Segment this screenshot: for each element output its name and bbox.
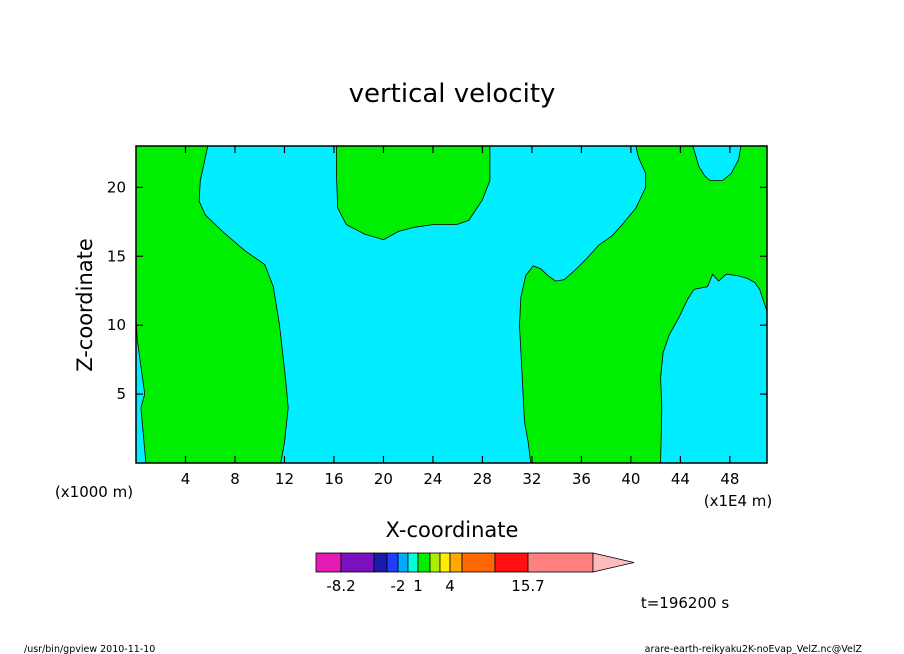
y-tick-label: 10 <box>107 316 126 334</box>
x-scale-note: (x1000 m) <box>55 483 133 501</box>
colorbar-label: -2 <box>391 577 406 595</box>
time-label: t=196200 s <box>641 594 729 612</box>
x-scale-note-right: (x1E4 m) <box>704 492 773 510</box>
colorbar-segment <box>373 552 388 573</box>
colorbar-segment <box>386 552 399 573</box>
x-tick-label: 32 <box>522 470 541 488</box>
x-tick-label: 4 <box>181 470 191 488</box>
x-ticks: 4 8 12 16 20 24 28 32 36 40 44 48 <box>181 146 739 488</box>
x-tick-label: 20 <box>374 470 393 488</box>
contour-region-3 <box>519 145 768 464</box>
colorbar-segment <box>449 552 463 573</box>
colorbar-segment <box>461 552 496 573</box>
x-tick-label: 12 <box>275 470 294 488</box>
contour-region-1 <box>135 145 289 464</box>
contour-regions <box>135 145 768 464</box>
colorbar-segment <box>315 552 342 573</box>
y-ticks: 5 10 15 20 <box>107 178 767 403</box>
colorbar-segment <box>397 552 409 573</box>
colorbar-labels: -8.2 -2 1 4 15.7 <box>326 577 544 595</box>
x-tick-label: 40 <box>621 470 640 488</box>
footer-left: /usr/bin/gpview 2010-11-10 <box>24 644 155 654</box>
x-tick-label: 48 <box>720 470 739 488</box>
x-axis-label: X-coordinate <box>386 518 519 542</box>
colorbar-segment <box>417 552 431 573</box>
y-tick-label: 15 <box>107 247 126 265</box>
colorbar-label: 1 <box>413 577 423 595</box>
colorbar-segment <box>340 552 375 573</box>
x-tick-label: 44 <box>671 470 690 488</box>
colorbar <box>315 552 635 573</box>
y-tick-label: 20 <box>107 178 126 196</box>
chart-title: vertical velocity <box>349 79 556 109</box>
y-axis-label: Z-coordinate <box>73 238 97 372</box>
colorbar-segment <box>429 552 441 573</box>
x-tick-label: 24 <box>423 470 442 488</box>
footer-right: arare-earth-reikyaku2K-noEvap_VelZ.nc@Ve… <box>645 644 863 654</box>
colorbar-segment <box>407 552 419 573</box>
y-tick-label: 5 <box>116 385 126 403</box>
plot-frame <box>135 145 768 464</box>
colorbar-segment <box>527 552 594 573</box>
x-tick-label: 36 <box>572 470 591 488</box>
x-tick-label: 8 <box>230 470 240 488</box>
x-tick-label: 28 <box>473 470 492 488</box>
colorbar-label: -8.2 <box>326 577 355 595</box>
colorbar-label: 15.7 <box>511 577 544 595</box>
colorbar-arrow <box>592 552 635 573</box>
colorbar-label: 4 <box>445 577 455 595</box>
contour-region-2 <box>335 145 491 241</box>
x-tick-label: 16 <box>324 470 343 488</box>
colorbar-segment <box>494 552 529 573</box>
colorbar-segment <box>439 552 451 573</box>
